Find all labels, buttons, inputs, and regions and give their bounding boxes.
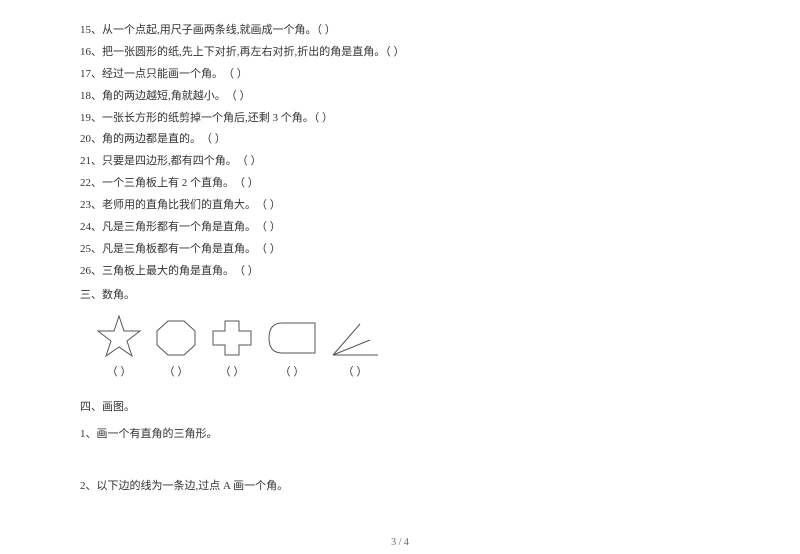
answer-paren: （ ） xyxy=(223,64,248,85)
draw-question-1: 1、画一个有直角的三角形。 xyxy=(80,424,720,445)
q-text: 经过一点只能画一个角。 xyxy=(102,68,223,80)
question-18: 18、角的两边越短,角就越小。 （ ） xyxy=(80,86,720,107)
shape-star: （ ） xyxy=(96,314,142,383)
q-text: 凡是三角形都有一个角是直角。 xyxy=(102,221,256,233)
q-text: 老师用的直角比我们的直角大。 xyxy=(102,199,256,211)
drawing-area xyxy=(80,446,720,476)
question-21: 21、只要是四边形,都有四个角。 （ ） xyxy=(80,151,720,172)
q-num: 17、 xyxy=(80,68,102,80)
draw-question-2: 2、以下边的线为一条边,过点 A 画一个角。 xyxy=(80,476,720,497)
shape-label: （ ） xyxy=(107,362,132,383)
question-15: 15、从一个点起,用尺子画两条线,就画成一个角。（ ） xyxy=(80,20,720,41)
question-16: 16、把一张圆形的纸,先上下对折,再左右对折,折出的角是直角。（ ） xyxy=(80,42,720,63)
shape-label: （ ） xyxy=(220,362,245,383)
worksheet-page: 15、从一个点起,用尺子画两条线,就画成一个角。（ ） 16、把一张圆形的纸,先… xyxy=(0,0,800,497)
question-25: 25、凡是三角板都有一个角是直角。 （ ） xyxy=(80,239,720,260)
shape-label: （ ） xyxy=(164,362,189,383)
q-text: 角的两边越短,角就越小。 xyxy=(102,90,226,102)
section-4-heading: 四、画图。 xyxy=(80,397,720,418)
answer-paren: （ ） xyxy=(256,239,281,260)
q-num: 22、 xyxy=(80,177,102,189)
q-text: 把一张圆形的纸,先上下对折,再左右对折,折出的角是直角。（ ） xyxy=(102,46,405,58)
shape-octagon: （ ） xyxy=(154,318,198,383)
q-text: 只要是四边形,都有四个角。 xyxy=(102,155,237,167)
answer-paren: （ ） xyxy=(201,129,226,150)
answer-paren: （ ） xyxy=(234,173,259,194)
q-text: 从一个点起,用尺子画两条线,就画成一个角。（ ） xyxy=(102,24,336,36)
question-24: 24、凡是三角形都有一个角是直角。 （ ） xyxy=(80,217,720,238)
q-text: 三角板上最大的角是直角。 xyxy=(102,265,234,277)
shape-cross: （ ） xyxy=(210,318,254,383)
answer-paren: （ ） xyxy=(256,195,281,216)
answer-paren: （ ） xyxy=(234,261,259,282)
q-text: 凡是三角板都有一个角是直角。 xyxy=(102,243,256,255)
q-text: 角的两边都是直的。 xyxy=(102,133,201,145)
q-num: 18、 xyxy=(80,90,102,102)
q-num: 19、 xyxy=(80,112,102,124)
q-text: 一张长方形的纸剪掉一个角后,还剩 3 个角。（ ） xyxy=(102,112,333,124)
star-icon xyxy=(96,314,142,358)
section-3-heading: 三、数角。 xyxy=(80,285,720,306)
q-num: 24、 xyxy=(80,221,102,233)
cross-icon xyxy=(210,318,254,358)
question-20: 20、角的两边都是直的。 （ ） xyxy=(80,129,720,150)
q-text: 一个三角板上有 2 个直角。 xyxy=(102,177,234,189)
octagon-icon xyxy=(154,318,198,358)
shape-label: （ ） xyxy=(280,362,305,383)
question-22: 22、一个三角板上有 2 个直角。 （ ） xyxy=(80,173,720,194)
q-num: 25、 xyxy=(80,243,102,255)
q-num: 26、 xyxy=(80,265,102,277)
question-19: 19、一张长方形的纸剪掉一个角后,还剩 3 个角。（ ） xyxy=(80,108,720,129)
q-num: 21、 xyxy=(80,155,102,167)
shapes-row: （ ） （ ） （ ） （ ） （ xyxy=(96,314,720,383)
answer-paren: （ ） xyxy=(226,86,251,107)
shape-angle: （ ） xyxy=(330,318,380,383)
question-23: 23、老师用的直角比我们的直角大。 （ ） xyxy=(80,195,720,216)
q-num: 16、 xyxy=(80,46,102,58)
page-footer: 3 / 4 xyxy=(0,537,800,548)
question-17: 17、经过一点只能画一个角。 （ ） xyxy=(80,64,720,85)
q-num: 23、 xyxy=(80,199,102,211)
answer-paren: （ ） xyxy=(237,151,262,172)
q-num: 20、 xyxy=(80,133,102,145)
shape-rounded-rect: （ ） xyxy=(266,318,318,383)
question-26: 26、三角板上最大的角是直角。 （ ） xyxy=(80,261,720,282)
angle-icon xyxy=(330,318,380,358)
answer-paren: （ ） xyxy=(256,217,281,238)
q-num: 15、 xyxy=(80,24,102,36)
rounded-rect-icon xyxy=(266,318,318,358)
shape-label: （ ） xyxy=(343,362,368,383)
spacer xyxy=(80,384,720,394)
